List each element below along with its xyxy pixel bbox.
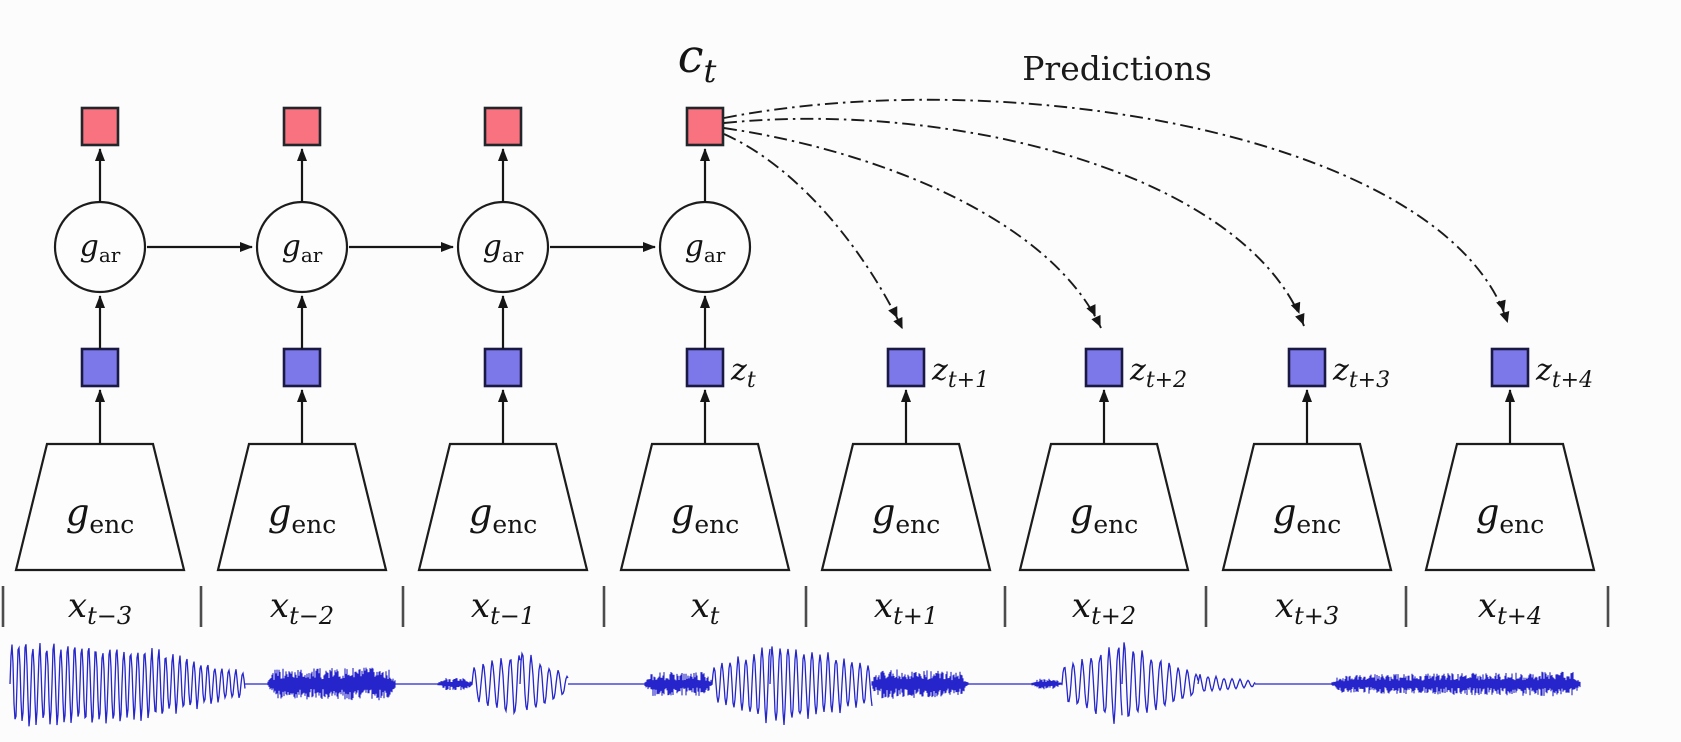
context-square [685, 106, 725, 147]
ar-label: gar [282, 229, 323, 267]
prediction-curve-z-t3 [723, 117, 1305, 327]
input-label: xt+3 [1275, 586, 1339, 630]
segment-separators [1, 586, 1610, 627]
context-square [80, 106, 120, 147]
latent-square [483, 347, 523, 388]
input-label: xt+1 [874, 586, 938, 630]
prediction-curve-z-t4 [723, 98, 1510, 325]
input-label: xt−3 [68, 586, 132, 630]
column-t: genc zt gar ct xt [619, 29, 791, 630]
ar-label: gar [80, 229, 121, 267]
encoder-label: genc [469, 491, 538, 539]
latent-square [685, 347, 725, 388]
waveform-oscillation-path [9, 642, 1332, 727]
column-t-plus-4: genc zt+4 xt+4 [1424, 347, 1596, 630]
column-t-minus-1: genc gar xt−1 [417, 106, 589, 630]
column-t-plus-1: genc zt+1 xt+1 [820, 347, 992, 630]
latent-label: zt+3 [1332, 353, 1390, 393]
ar-label: gar [483, 229, 524, 267]
latent-label: zt+2 [1129, 353, 1187, 393]
input-label: xt+2 [1072, 586, 1136, 630]
prediction-curve-z-t1 [723, 133, 904, 331]
encoder-trapezoid [1221, 442, 1393, 572]
encoder-label: genc [66, 491, 135, 539]
encoder-label: genc [872, 491, 941, 539]
encoder-label: genc [671, 491, 740, 539]
column-t-minus-2: genc gar xt−2 [216, 106, 388, 630]
encoder-trapezoid [417, 442, 589, 572]
latent-square [1287, 347, 1327, 388]
column-t-plus-2: genc zt+2 xt+2 [1018, 347, 1190, 630]
column-t-minus-3: genc gar xt−3 [14, 106, 186, 630]
encoder-label: genc [268, 491, 337, 539]
encoder-trapezoid [820, 442, 992, 572]
encoder-trapezoid [1018, 442, 1190, 572]
audio-waveform [9, 642, 1581, 727]
encoder-label: genc [1273, 491, 1342, 539]
encoder-trapezoid [1424, 442, 1596, 572]
latent-square [1490, 347, 1530, 388]
latent-square [80, 347, 120, 388]
input-label: xt [691, 586, 720, 630]
predictions-title: Predictions [1022, 49, 1212, 88]
input-label: xt+4 [1478, 586, 1542, 630]
input-label: xt−2 [270, 586, 334, 630]
encoder-trapezoid [619, 442, 791, 572]
encoder-label: genc [1476, 491, 1545, 539]
prediction-curve-z-t2 [723, 127, 1102, 329]
latent-label: zt+1 [931, 353, 989, 393]
encoder-trapezoid [216, 442, 388, 572]
context-square [483, 106, 523, 147]
context-vector-label: ct [678, 29, 717, 90]
latent-square [886, 347, 926, 388]
ar-label: gar [685, 229, 726, 267]
latent-label: zt [730, 353, 756, 393]
latent-square [282, 347, 322, 388]
encoder-label: genc [1070, 491, 1139, 539]
latent-label: zt+4 [1535, 353, 1593, 393]
latent-square [1084, 347, 1124, 388]
context-square [282, 106, 322, 147]
encoder-trapezoid [14, 442, 186, 572]
column-t-plus-3: genc zt+3 xt+3 [1221, 347, 1393, 630]
waveform-noise-path [267, 667, 1581, 701]
input-label: xt−1 [471, 586, 535, 630]
